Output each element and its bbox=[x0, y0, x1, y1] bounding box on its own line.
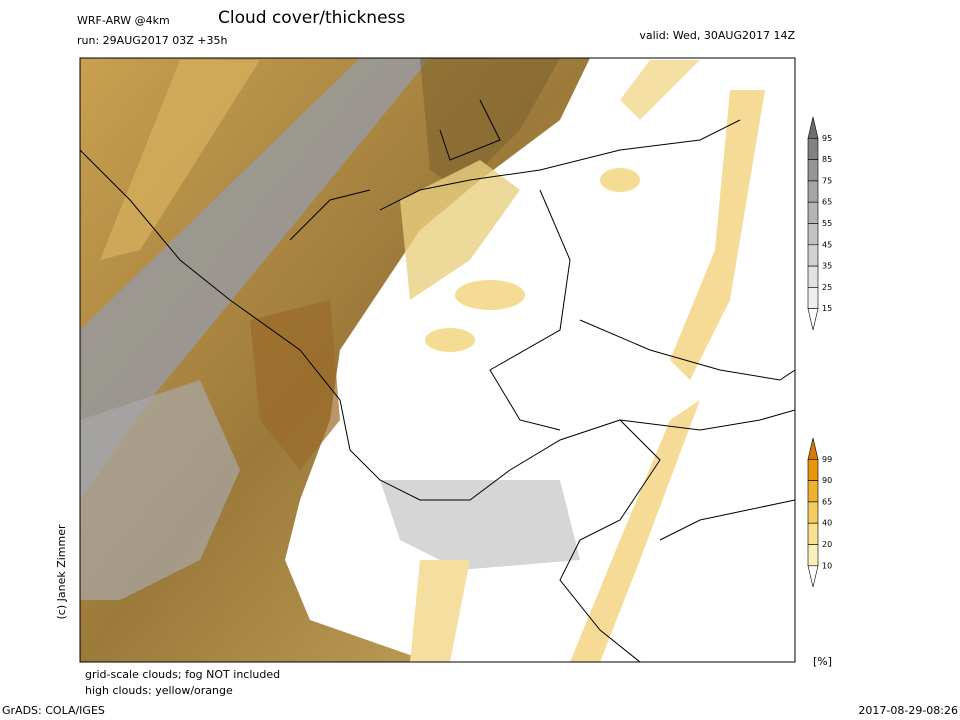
colorbar-segment bbox=[807, 223, 819, 246]
colorbar-label: 10 bbox=[822, 561, 832, 570]
map bbox=[80, 58, 795, 662]
colorbar-segment bbox=[807, 287, 819, 309]
colorbar-segment bbox=[807, 180, 819, 203]
colorbar-label: 99 bbox=[822, 455, 832, 464]
map-frame bbox=[79, 57, 796, 663]
colorbar-segment bbox=[807, 544, 819, 567]
colorbar-label: 15 bbox=[822, 304, 832, 313]
run-label: run: 29AUG2017 03Z +35h bbox=[77, 34, 227, 47]
colorbar-segment bbox=[807, 244, 819, 267]
colorbar-label: 85 bbox=[822, 155, 832, 164]
title: Cloud cover/thickness bbox=[218, 8, 405, 28]
colorbar-segment bbox=[807, 159, 819, 182]
colorbar-segment bbox=[807, 501, 819, 524]
colorbar-label: 75 bbox=[822, 176, 832, 185]
valid-label: valid: Wed, 30AUG2017 14Z bbox=[639, 29, 795, 42]
colorbar-label: 45 bbox=[822, 240, 832, 249]
note: grid-scale clouds; fog NOT included bbox=[85, 668, 280, 681]
colorbar-label: 35 bbox=[822, 262, 832, 271]
colorbar-label: 65 bbox=[822, 198, 832, 207]
colorbar-label: 20 bbox=[822, 540, 832, 549]
colorbar-cap bbox=[807, 116, 819, 139]
colorbar-label: 25 bbox=[822, 283, 832, 292]
colorbar-label: 65 bbox=[822, 497, 832, 506]
unit: [%] bbox=[813, 655, 832, 668]
colorbars: 95 85 75 65 55 45 35 25 15 99 90 65 40 20 10 bbox=[807, 116, 832, 588]
model-label: WRF-ARW @4km bbox=[77, 14, 170, 27]
colorbar-label: 90 bbox=[822, 476, 832, 485]
colorbar-cap bbox=[807, 565, 819, 588]
colorbar-segment bbox=[807, 458, 819, 481]
credit: (c) Janek Zimmer bbox=[55, 524, 68, 620]
colorbar-cap bbox=[807, 308, 819, 331]
colorbar-segment bbox=[807, 138, 819, 160]
colorbar-label: 95 bbox=[822, 134, 832, 143]
colorbar-segment bbox=[807, 480, 819, 503]
colorbar-cap bbox=[807, 437, 819, 460]
colorbar-segment bbox=[807, 201, 819, 224]
footer-right: 2017-08-29-08:26 bbox=[858, 704, 958, 717]
colorbar-segment bbox=[807, 265, 819, 288]
colorbar-label: 55 bbox=[822, 219, 832, 228]
colorbar-label: 40 bbox=[822, 519, 832, 528]
footer-left: GrADS: COLA/IGES bbox=[2, 704, 105, 717]
note: high clouds: yellow/orange bbox=[85, 684, 233, 697]
colorbar-segment bbox=[807, 522, 819, 545]
